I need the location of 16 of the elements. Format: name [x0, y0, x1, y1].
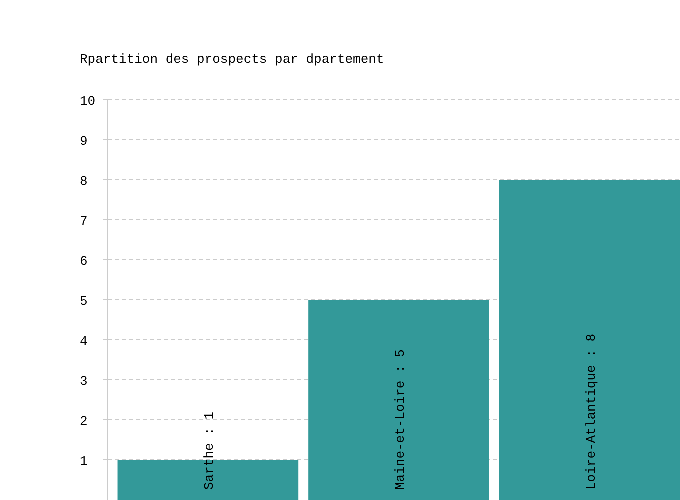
- data-label: Loire-Atlantique : 8: [584, 334, 599, 490]
- y-tick-label: 9: [80, 134, 88, 149]
- bar: [308, 300, 490, 500]
- y-tick-label: 6: [80, 254, 88, 269]
- y-tick-label: 10: [80, 94, 96, 109]
- y-tick-label: 4: [80, 334, 88, 349]
- y-tick-label: 2: [80, 414, 88, 429]
- chart-title: Rpartition des prospects par dpartement: [80, 52, 384, 67]
- y-tick-label: 7: [80, 214, 88, 229]
- data-label: Sarthe : 1: [202, 412, 218, 490]
- y-tick-label: 3: [80, 374, 88, 389]
- y-tick-label: 5: [80, 294, 88, 309]
- y-tick-label: 8: [80, 174, 88, 189]
- y-tick-label: 1: [80, 454, 88, 469]
- data-label: Maine-et-Loire : 5: [393, 350, 408, 490]
- bar: [499, 180, 680, 500]
